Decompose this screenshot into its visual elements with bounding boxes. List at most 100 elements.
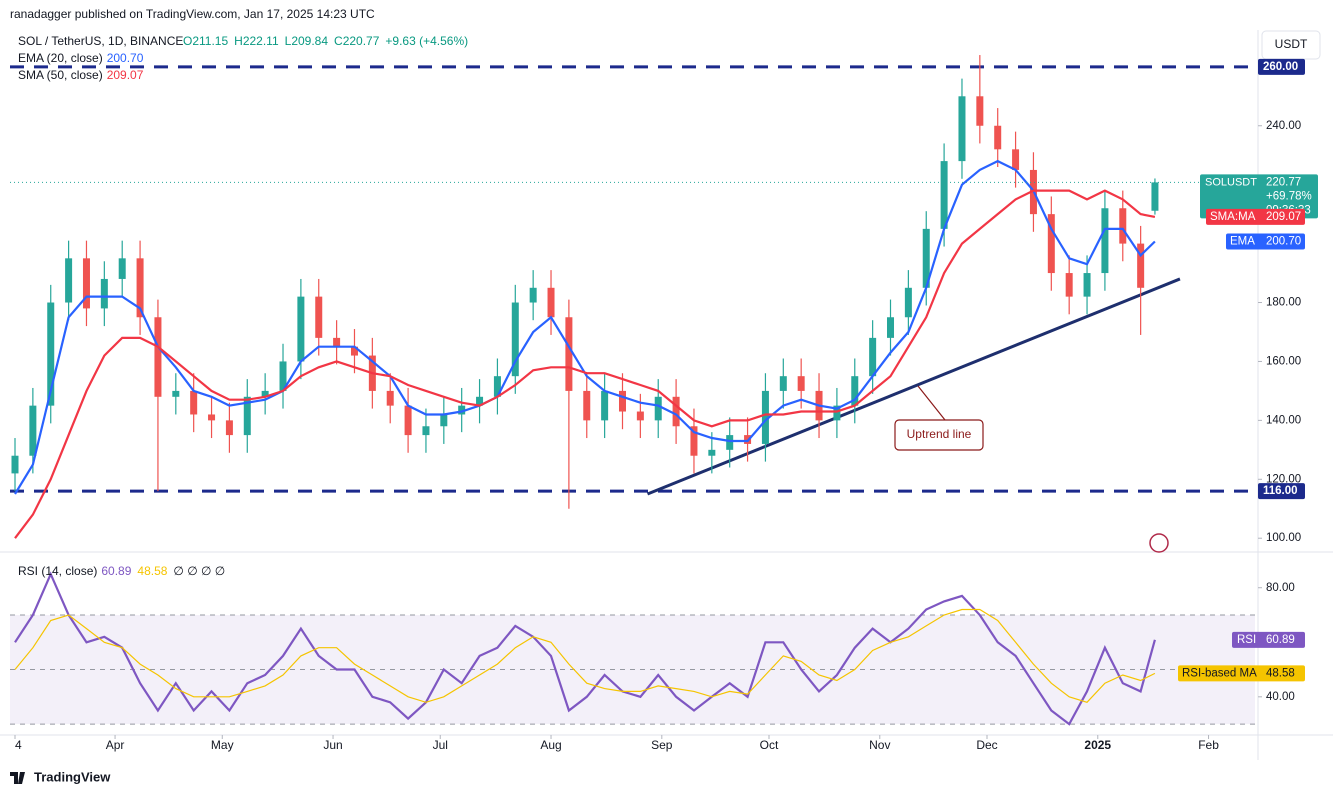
y-tick-label: 140.00	[1266, 414, 1301, 426]
candle-body	[708, 449, 716, 456]
annotation-box	[894, 419, 984, 451]
line	[14, 159, 1156, 495]
candle-body	[761, 390, 769, 444]
last-tag-symbol: SOLUSDT	[1205, 176, 1257, 188]
candle-body	[100, 278, 108, 309]
candle-body	[940, 161, 948, 229]
candle-body	[726, 435, 734, 450]
candle-body	[11, 455, 19, 474]
level-tag	[1258, 58, 1305, 75]
candle-body	[190, 390, 198, 415]
last-tag-change: +69.78%	[1266, 190, 1312, 202]
candle-body	[636, 411, 644, 421]
candle-body	[547, 287, 555, 318]
line	[14, 571, 1156, 726]
x-tick-label: Sep	[651, 738, 673, 752]
candle-body	[297, 296, 305, 362]
candle-body	[583, 390, 591, 421]
candle-body	[797, 376, 805, 391]
candle-body	[386, 390, 394, 406]
candle-body	[225, 420, 233, 436]
x-tick-label: Feb	[1198, 738, 1219, 752]
y-tick-label: 80.00	[1266, 582, 1295, 594]
last-tag-price: 220.77	[1266, 176, 1301, 188]
candle-body	[672, 396, 680, 427]
x-tick-label: Apr	[106, 738, 125, 752]
candle-body	[422, 426, 430, 436]
candle-body	[1101, 208, 1109, 274]
price-tag-text: EMA	[1230, 236, 1255, 248]
candle-body	[65, 258, 73, 303]
candle-body	[1151, 182, 1159, 211]
candle-body	[315, 296, 323, 338]
last-price-tag	[1200, 174, 1318, 219]
candle-body	[493, 376, 501, 397]
x-tick-label: Aug	[540, 738, 561, 752]
x-tick-label: Nov	[869, 738, 890, 752]
ohlc-value: O211.15	[183, 34, 228, 48]
annotation-text: Uptrend line	[907, 427, 972, 441]
publisher: ranadagger published on TradingView.com,…	[10, 7, 375, 21]
y-tick-label: 40.00	[1266, 691, 1295, 703]
candle-body	[243, 396, 251, 436]
candle-body	[47, 302, 55, 406]
price-tag	[1178, 665, 1305, 682]
legend-name: RSI (14, close)	[18, 564, 97, 578]
price-tag-text: RSI-based MA	[1182, 667, 1257, 679]
candle-body	[1137, 243, 1145, 288]
legend-value: 200.70	[107, 51, 144, 65]
x-tick-label: Jul	[433, 738, 448, 752]
symbol-title: SOL / TetherUS, 1D, BINANCE	[18, 34, 183, 48]
candle-body	[118, 258, 126, 279]
news-icon[interactable]	[1149, 533, 1169, 553]
y-tick-label: 120.00	[1266, 473, 1301, 485]
line	[14, 608, 1156, 703]
candle-body	[440, 414, 448, 427]
candle-body	[1047, 214, 1055, 274]
ohlc-value: C220.77	[334, 34, 380, 48]
candle-body	[565, 317, 573, 391]
candle-body	[172, 390, 180, 397]
candle-body	[869, 337, 877, 377]
ohlc-value: L209.84	[285, 34, 329, 48]
candle-body	[994, 125, 1002, 150]
x-tick-label: Jun	[323, 738, 342, 752]
y-tick-label: 240.00	[1266, 120, 1301, 132]
legend-name: EMA (20, close)	[18, 51, 103, 65]
candle-body	[136, 258, 144, 318]
ohlc-value: +9.63 (+4.56%)	[385, 34, 468, 48]
y-tick-label: 160.00	[1266, 355, 1301, 367]
candle-body	[618, 390, 626, 412]
candle-body	[904, 287, 912, 318]
trendline	[646, 277, 1181, 496]
candle-body	[654, 396, 662, 421]
candle-body	[154, 317, 162, 397]
price-tag-text: 48.58	[1266, 667, 1295, 679]
level-tag	[1258, 483, 1305, 500]
candle-body	[279, 361, 287, 391]
legend-value: 48.58	[137, 564, 167, 578]
x-tick-label: Dec	[976, 738, 997, 752]
annotation-connector	[917, 385, 946, 421]
candle-body	[833, 405, 841, 421]
candle-body	[350, 346, 358, 356]
price-tag-text: RSI	[1237, 634, 1256, 646]
y-tick-label: 180.00	[1266, 297, 1301, 309]
y-tick-label: 100.00	[1266, 532, 1301, 544]
candle-body	[922, 228, 930, 288]
candle-body	[476, 396, 484, 406]
candle-body	[1119, 208, 1127, 244]
candle-body	[958, 96, 966, 162]
price-tag	[1232, 631, 1305, 648]
price-tag-text: 200.70	[1266, 236, 1301, 248]
price-tag	[1206, 208, 1305, 225]
candle-body	[851, 376, 859, 406]
candle-body	[1083, 273, 1091, 297]
x-tick-label: 4	[15, 738, 22, 752]
line	[14, 189, 1156, 539]
ohlc-value: H222.11	[234, 34, 279, 48]
price-tag-text: 209.07	[1266, 211, 1301, 223]
legend-value: 209.07	[107, 68, 144, 82]
legend-value: 60.89	[101, 564, 131, 578]
